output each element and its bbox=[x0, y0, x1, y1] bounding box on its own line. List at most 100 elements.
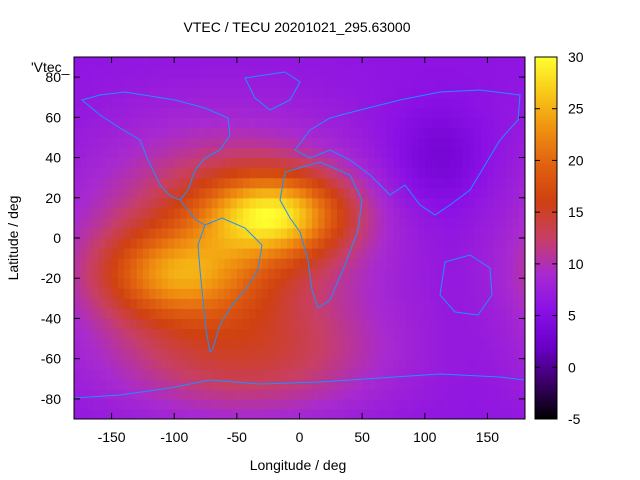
heat-cell bbox=[518, 368, 525, 380]
heat-cell bbox=[280, 77, 288, 88]
heat-cell bbox=[412, 77, 420, 88]
heat-cell bbox=[80, 227, 88, 239]
heat-cell bbox=[506, 197, 514, 209]
heat-cell bbox=[312, 408, 319, 419]
heat-cell bbox=[130, 217, 138, 229]
heat-cell bbox=[236, 338, 244, 350]
heat-cell bbox=[130, 157, 138, 169]
heat-cell bbox=[343, 288, 351, 299]
x-tick-label: -50 bbox=[227, 429, 247, 445]
heat-cell bbox=[318, 207, 326, 219]
heat-cell bbox=[117, 217, 125, 229]
heat-cell bbox=[312, 217, 319, 229]
heat-cell bbox=[318, 197, 326, 209]
heat-cell bbox=[155, 147, 163, 159]
heat-cell bbox=[518, 378, 525, 390]
heat-cell bbox=[324, 227, 332, 239]
heat-cell bbox=[318, 378, 326, 390]
heat-cell bbox=[186, 227, 194, 239]
heat-cell bbox=[205, 187, 213, 199]
heat-cell bbox=[280, 157, 288, 169]
heat-cell bbox=[142, 278, 150, 289]
heat-cell bbox=[230, 197, 238, 209]
heat-cell bbox=[155, 87, 163, 98]
heat-cell bbox=[280, 127, 288, 139]
heat-cell bbox=[230, 67, 238, 78]
heat-cell bbox=[312, 167, 319, 179]
heat-cell bbox=[136, 338, 144, 350]
heat-cell bbox=[387, 238, 395, 249]
heat-cell bbox=[261, 348, 269, 360]
heat-cell bbox=[481, 268, 489, 279]
heat-cell bbox=[255, 398, 263, 410]
heat-cell bbox=[305, 57, 313, 68]
heat-cell bbox=[418, 288, 426, 299]
heat-cell bbox=[161, 248, 169, 259]
heat-cell bbox=[468, 87, 476, 98]
heat-cell bbox=[193, 57, 200, 68]
heat-cell bbox=[449, 87, 457, 98]
heat-cell bbox=[255, 137, 263, 149]
heat-cell bbox=[380, 207, 388, 219]
heat-cell bbox=[462, 398, 470, 410]
heat-cell bbox=[493, 408, 501, 419]
heat-cell bbox=[349, 137, 357, 149]
heat-cell bbox=[74, 187, 81, 199]
heat-cell bbox=[174, 408, 182, 419]
heat-cell bbox=[324, 167, 332, 179]
heat-cell bbox=[305, 288, 313, 299]
heat-cell bbox=[243, 67, 250, 78]
heat-cell bbox=[499, 398, 507, 410]
heat-cell bbox=[493, 278, 501, 289]
heat-cell bbox=[211, 77, 219, 88]
heat-cell bbox=[380, 258, 388, 269]
heat-cell bbox=[481, 217, 489, 229]
heat-cell bbox=[230, 227, 238, 239]
heat-cell bbox=[337, 77, 344, 88]
heat-cell bbox=[518, 167, 525, 179]
heat-cell bbox=[431, 117, 438, 128]
heat-cell bbox=[449, 177, 457, 189]
coastline-north-america bbox=[80, 91, 231, 201]
heat-cell bbox=[305, 388, 313, 400]
heat-cell bbox=[86, 278, 94, 289]
heat-cell bbox=[161, 378, 169, 390]
heat-cell bbox=[274, 248, 282, 259]
heat-cell bbox=[418, 107, 426, 118]
heat-cell bbox=[243, 408, 250, 419]
heat-cell bbox=[518, 117, 525, 128]
heat-cell bbox=[243, 57, 250, 68]
heat-cell bbox=[180, 107, 188, 118]
heat-cell bbox=[456, 87, 463, 98]
heat-cell bbox=[180, 117, 188, 128]
vtec-heatmap bbox=[74, 57, 525, 419]
heat-cell bbox=[312, 278, 319, 289]
heat-cell bbox=[224, 217, 232, 229]
heat-cell bbox=[337, 217, 344, 229]
heat-cell bbox=[180, 288, 188, 299]
heat-cell bbox=[293, 197, 301, 209]
heat-cell bbox=[136, 87, 144, 98]
heat-cell bbox=[286, 338, 294, 350]
heat-cell bbox=[180, 318, 188, 330]
heat-cell bbox=[362, 87, 369, 98]
heat-cell bbox=[506, 97, 514, 108]
heat-cell bbox=[512, 177, 520, 189]
heat-cell bbox=[199, 127, 207, 139]
heat-cell bbox=[280, 107, 288, 118]
heat-cell bbox=[186, 258, 194, 269]
heat-cell bbox=[230, 248, 238, 259]
heat-cell bbox=[399, 288, 407, 299]
heat-cell bbox=[312, 388, 319, 400]
heat-cell bbox=[236, 348, 244, 360]
heat-cell bbox=[499, 308, 507, 320]
heat-cell bbox=[349, 348, 357, 360]
heat-cell bbox=[243, 217, 250, 229]
heat-cell bbox=[218, 388, 225, 400]
heat-cell bbox=[380, 197, 388, 209]
heat-cell bbox=[199, 318, 207, 330]
heat-cell bbox=[443, 278, 451, 289]
heat-cell bbox=[487, 338, 495, 350]
heat-cell bbox=[218, 398, 225, 410]
heat-cell bbox=[136, 288, 144, 299]
